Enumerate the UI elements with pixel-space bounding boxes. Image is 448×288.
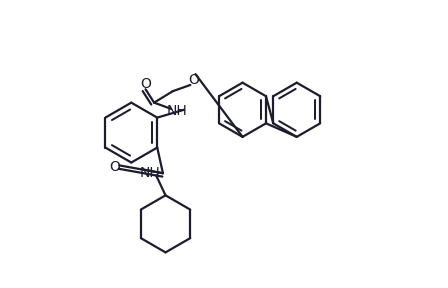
Text: NH: NH — [167, 104, 187, 118]
Text: O: O — [140, 77, 151, 91]
Text: NH: NH — [139, 166, 160, 179]
Text: O: O — [109, 160, 120, 174]
Text: O: O — [189, 73, 199, 87]
